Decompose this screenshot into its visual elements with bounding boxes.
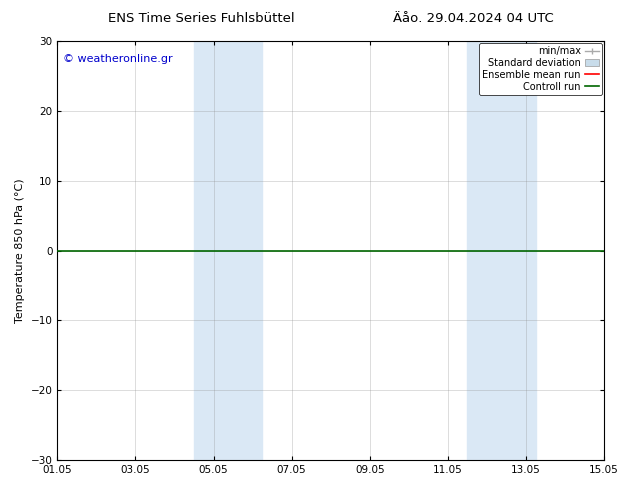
Text: ENS Time Series Fuhlsbüttel: ENS Time Series Fuhlsbüttel bbox=[108, 12, 294, 25]
Text: © weatheronline.gr: © weatheronline.gr bbox=[63, 53, 172, 64]
Text: Äåο. 29.04.2024 04 UTC: Äåο. 29.04.2024 04 UTC bbox=[393, 12, 554, 25]
Bar bbox=[467, 41, 536, 460]
Y-axis label: Temperature 850 hPa (°C): Temperature 850 hPa (°C) bbox=[15, 178, 25, 323]
Legend: min/max, Standard deviation, Ensemble mean run, Controll run: min/max, Standard deviation, Ensemble me… bbox=[479, 43, 602, 95]
Bar bbox=[194, 41, 262, 460]
